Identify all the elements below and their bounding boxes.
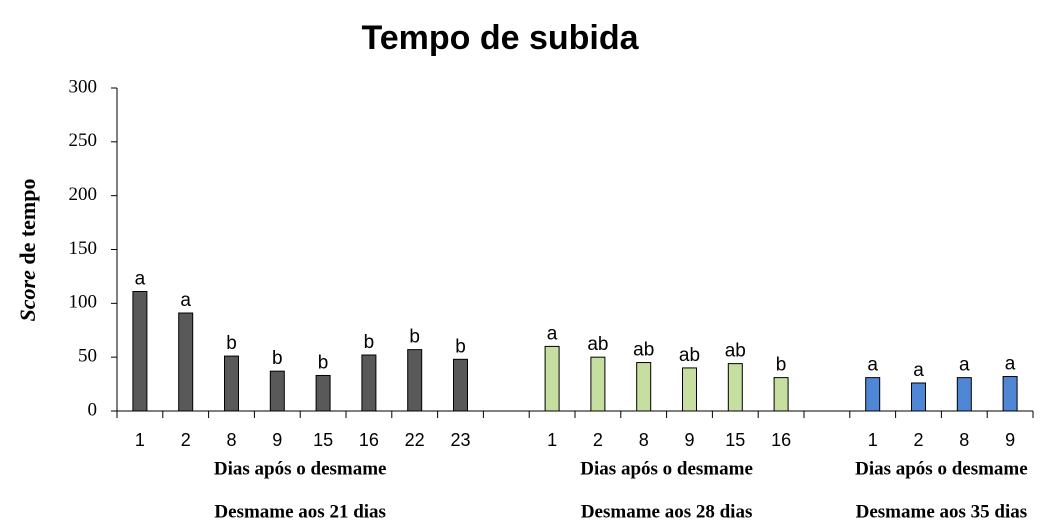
chart-title: Tempo de subida — [361, 19, 639, 57]
bar-letter: ab — [679, 345, 700, 366]
bar — [682, 367, 697, 412]
x-tick-label: 22 — [405, 430, 425, 450]
bar-letter: a — [867, 355, 878, 376]
bar — [544, 345, 560, 412]
bar — [224, 355, 239, 412]
bar — [636, 362, 652, 412]
bar — [1002, 376, 1018, 412]
bar — [315, 374, 331, 412]
x-tick-label: 16 — [359, 430, 379, 450]
y-tick-label: 250 — [69, 130, 98, 151]
group-label: Desmame aos 21 dias — [214, 501, 386, 522]
bar — [865, 377, 881, 412]
bar — [361, 354, 377, 412]
x-tick-label: 16 — [771, 430, 791, 450]
bar-letter: a — [1005, 354, 1016, 375]
y-axis-label-rest: de tempo — [15, 179, 40, 265]
bar — [407, 349, 423, 412]
bar-letter: a — [959, 355, 970, 376]
group-x-label: Dias após o desmame — [580, 458, 753, 479]
y-tick-label: 50 — [78, 346, 97, 367]
x-tick-label: 23 — [450, 430, 470, 450]
x-tick-label: 2 — [181, 430, 191, 450]
y-tick-label: 150 — [69, 238, 98, 259]
y-tick-label: 0 — [88, 399, 98, 420]
bar-letter: a — [135, 269, 146, 290]
y-axis-label: Score de tempo — [15, 179, 40, 322]
y-tick-label: 300 — [69, 76, 98, 97]
y-axis-label-italic: Score — [15, 270, 40, 322]
x-tick-label: 8 — [959, 430, 969, 450]
bar — [132, 290, 148, 412]
group-label: Desmame aos 28 dias — [581, 501, 753, 522]
y-tick-label: 100 — [69, 292, 98, 313]
x-tick-label: 15 — [725, 430, 745, 450]
bar-letter: b — [776, 355, 787, 376]
bar-letter: a — [547, 323, 558, 344]
bar-letter: a — [180, 290, 191, 311]
x-tick-label: 2 — [593, 430, 603, 450]
group-x-label: Dias após o desmame — [855, 458, 1028, 479]
x-tick-label: 8 — [226, 430, 236, 450]
bar — [269, 370, 285, 412]
bar-letter: a — [913, 360, 924, 381]
bar — [178, 312, 194, 412]
bar-letter: ab — [587, 334, 608, 355]
x-tick-label: 15 — [313, 430, 333, 450]
bar — [773, 377, 789, 412]
x-tick-label: 2 — [913, 430, 923, 450]
x-tick-label: 9 — [1005, 430, 1015, 450]
x-tick-label: 9 — [684, 430, 694, 450]
group-label: Desmame aos 35 dias — [856, 501, 1028, 522]
bar — [727, 363, 743, 412]
bar — [590, 356, 606, 412]
bar-letter: ab — [725, 341, 746, 362]
group-x-label: Dias após o desmame — [214, 458, 387, 479]
x-tick-label: 1 — [135, 430, 145, 450]
bar — [911, 382, 926, 412]
bar-letter: b — [455, 336, 466, 357]
y-tick-label: 200 — [69, 184, 98, 205]
bar-letter: b — [272, 348, 283, 369]
bar-letter: b — [318, 352, 329, 373]
x-tick-label: 9 — [272, 430, 282, 450]
bar — [453, 358, 468, 412]
x-tick-label: 8 — [639, 430, 649, 450]
bar-letter: b — [364, 332, 375, 353]
bar-letter: b — [409, 327, 420, 348]
bar-letter: b — [226, 333, 237, 354]
x-tick-label: 1 — [547, 430, 557, 450]
bar-letter: ab — [633, 340, 654, 361]
bar — [956, 377, 972, 412]
x-tick-label: 1 — [868, 430, 878, 450]
